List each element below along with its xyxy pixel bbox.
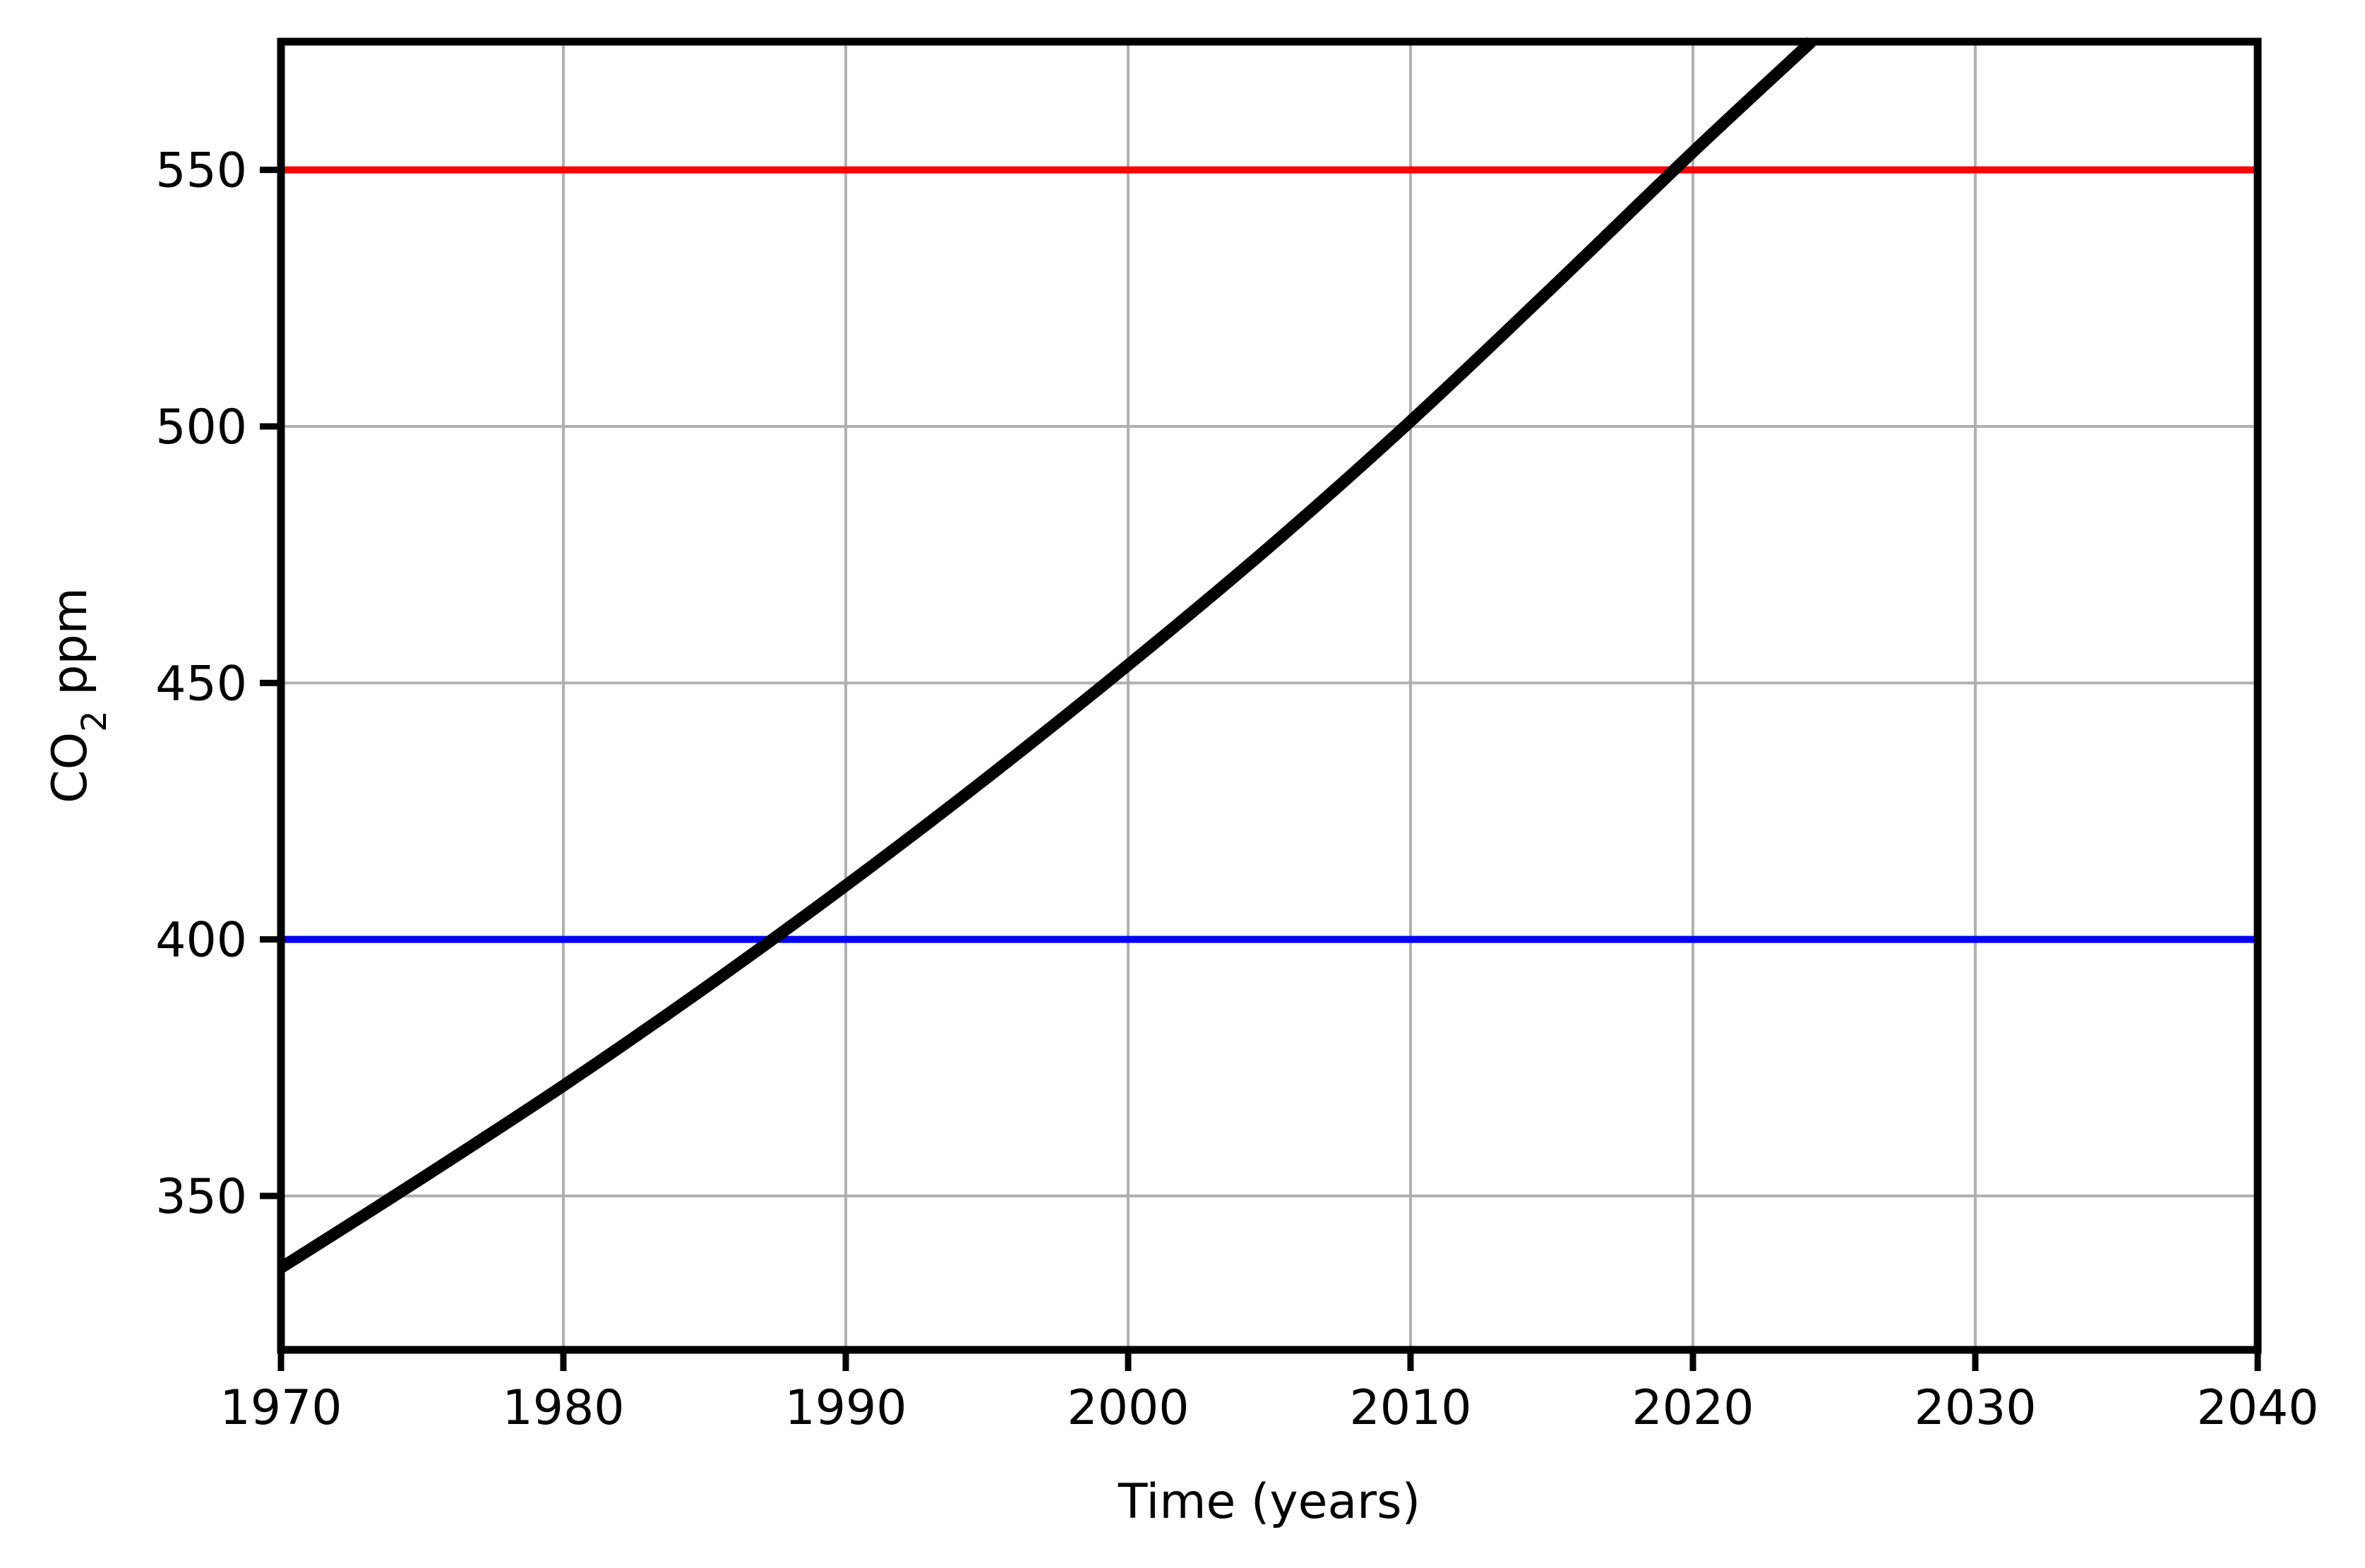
y-tick-label-350: 350 bbox=[155, 1169, 247, 1225]
x-tick-label-2030: 2030 bbox=[1914, 1380, 2036, 1436]
y-axis-ticks: 350 400 450 500 550 bbox=[155, 143, 281, 1225]
x-tick-label-1970: 1970 bbox=[220, 1380, 342, 1436]
y-tick-label-450: 450 bbox=[155, 656, 247, 712]
y-tick-label-500: 500 bbox=[155, 400, 247, 455]
x-tick-label-1980: 1980 bbox=[502, 1380, 624, 1436]
y-axis-label-subscript: 2 bbox=[75, 710, 114, 732]
x-tick-label-1990: 1990 bbox=[784, 1380, 906, 1436]
plot-frame bbox=[277, 37, 2262, 1354]
plot-background bbox=[281, 42, 2258, 1350]
y-tick-label-550: 550 bbox=[155, 143, 247, 199]
x-axis-label: Time (years) bbox=[1118, 1474, 1420, 1530]
y-axis-label-prefix: CO bbox=[42, 732, 98, 803]
x-axis-ticks: 1970 1980 1990 2000 2010 2020 2030 2040 bbox=[220, 1350, 2319, 1436]
x-tick-label-2010: 2010 bbox=[1349, 1380, 1471, 1436]
data-series bbox=[277, 37, 1816, 1273]
x-tick-label-2040: 2040 bbox=[2196, 1380, 2318, 1436]
y-axis-label: CO2 ppm bbox=[42, 587, 114, 803]
reference-lines bbox=[281, 166, 2258, 943]
x-tick-label-2020: 2020 bbox=[1631, 1380, 1754, 1436]
y-axis-label-suffix: ppm bbox=[42, 587, 98, 710]
series-line-0 bbox=[277, 37, 1816, 1273]
y-tick-label-400: 400 bbox=[155, 913, 247, 969]
x-tick-label-2000: 2000 bbox=[1067, 1380, 1189, 1436]
